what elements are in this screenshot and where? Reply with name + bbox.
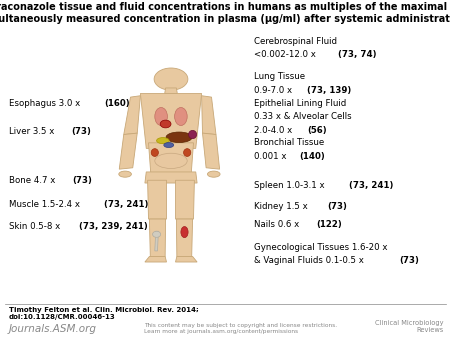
- Text: (73): (73): [327, 202, 347, 211]
- Text: (73): (73): [72, 176, 92, 185]
- Polygon shape: [176, 180, 194, 219]
- Ellipse shape: [157, 138, 169, 144]
- Polygon shape: [148, 180, 166, 219]
- Ellipse shape: [164, 143, 174, 148]
- Ellipse shape: [184, 149, 191, 156]
- Text: (73): (73): [400, 256, 419, 265]
- Ellipse shape: [155, 107, 167, 125]
- Polygon shape: [148, 143, 194, 173]
- Ellipse shape: [154, 68, 188, 90]
- Polygon shape: [176, 219, 193, 257]
- Text: Itraconazole tissue and fluid concentrations in humans as multiples of the maxim: Itraconazole tissue and fluid concentrat…: [0, 2, 450, 12]
- Polygon shape: [124, 96, 140, 135]
- Ellipse shape: [175, 107, 187, 125]
- Polygon shape: [202, 133, 220, 169]
- Text: <0.002-12.0 x: <0.002-12.0 x: [254, 50, 319, 59]
- Text: & Vaginal Fluids 0.1-0.5 x: & Vaginal Fluids 0.1-0.5 x: [254, 256, 367, 265]
- Text: (140): (140): [300, 151, 325, 161]
- Ellipse shape: [155, 153, 187, 168]
- Text: Bronchial Tissue: Bronchial Tissue: [254, 138, 324, 147]
- Ellipse shape: [160, 120, 171, 128]
- Ellipse shape: [166, 132, 192, 143]
- Text: (73, 239, 241): (73, 239, 241): [79, 222, 148, 231]
- Text: 0.001 x: 0.001 x: [254, 151, 289, 161]
- Text: 0.33 x & Alveolar Cells: 0.33 x & Alveolar Cells: [254, 113, 352, 121]
- Text: Clinical Microbiology
Reviews: Clinical Microbiology Reviews: [375, 320, 443, 333]
- Polygon shape: [145, 257, 166, 262]
- Text: Liver 3.5 x: Liver 3.5 x: [9, 127, 57, 136]
- Text: (73): (73): [71, 127, 91, 136]
- Text: 2.0-4.0 x: 2.0-4.0 x: [254, 126, 295, 135]
- Ellipse shape: [151, 149, 158, 156]
- Ellipse shape: [189, 130, 197, 139]
- Ellipse shape: [153, 231, 161, 237]
- Text: Spleen 1.0-3.1 x: Spleen 1.0-3.1 x: [254, 182, 328, 190]
- Text: Cerebrospinal Fluid: Cerebrospinal Fluid: [254, 37, 337, 46]
- Polygon shape: [149, 219, 166, 257]
- Ellipse shape: [181, 226, 188, 238]
- Polygon shape: [202, 96, 216, 135]
- Text: (73, 241): (73, 241): [349, 182, 393, 190]
- Text: Muscle 1.5-2.4 x: Muscle 1.5-2.4 x: [9, 200, 83, 209]
- Polygon shape: [176, 257, 197, 262]
- Text: (122): (122): [316, 220, 342, 229]
- Ellipse shape: [207, 171, 220, 177]
- Text: This content may be subject to copyright and license restrictions.
Learn more at: This content may be subject to copyright…: [144, 323, 337, 334]
- Text: (56): (56): [307, 126, 327, 135]
- Text: Nails 0.6 x: Nails 0.6 x: [254, 220, 302, 229]
- Text: Kidney 1.5 x: Kidney 1.5 x: [254, 202, 311, 211]
- Polygon shape: [165, 88, 177, 94]
- Text: (73, 74): (73, 74): [338, 50, 376, 59]
- Polygon shape: [145, 172, 197, 183]
- Text: Epithelial Lining Fluid: Epithelial Lining Fluid: [254, 99, 346, 108]
- Text: Esophagus 3.0 x: Esophagus 3.0 x: [9, 99, 83, 107]
- Text: Timothy Felton et al. Clin. Microbiol. Rev. 2014;
doi:10.1128/CMR.00046-13: Timothy Felton et al. Clin. Microbiol. R…: [9, 307, 199, 319]
- Polygon shape: [155, 231, 158, 251]
- Text: 0.9-7.0 x: 0.9-7.0 x: [254, 86, 295, 95]
- Text: simultaneously measured concentration in plasma (μg/ml) after systemic administr: simultaneously measured concentration in…: [0, 14, 450, 24]
- Text: (73, 139): (73, 139): [307, 86, 351, 95]
- Polygon shape: [140, 94, 202, 148]
- Text: Journals.ASM.org: Journals.ASM.org: [9, 324, 97, 334]
- Text: Lung Tissue: Lung Tissue: [254, 72, 306, 81]
- Text: (73, 241): (73, 241): [104, 200, 148, 209]
- Polygon shape: [119, 133, 137, 169]
- Text: Bone 4.7 x: Bone 4.7 x: [9, 176, 58, 185]
- Text: Gynecological Tissues 1.6-20 x: Gynecological Tissues 1.6-20 x: [254, 243, 388, 252]
- Text: (160): (160): [104, 99, 130, 107]
- Ellipse shape: [119, 171, 131, 177]
- Text: Skin 0.5-8 x: Skin 0.5-8 x: [9, 222, 63, 231]
